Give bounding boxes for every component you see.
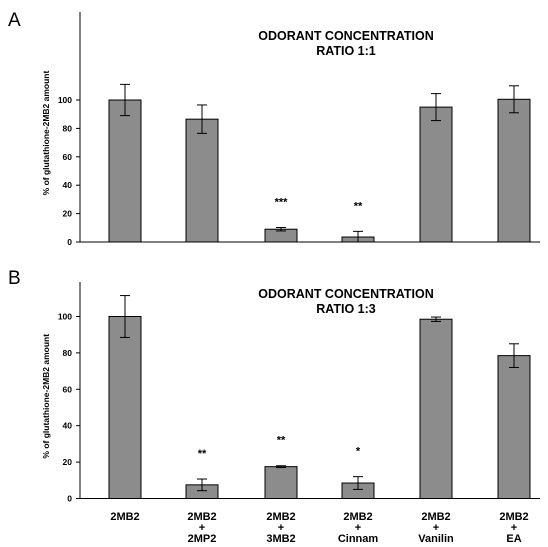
bar-a-1 [108, 99, 142, 243]
y-axis-label-b: % of glutathione-2MB2 amount [41, 334, 51, 459]
bar-b-6 [497, 355, 531, 499]
y-tick-label-a-100: 100 [58, 95, 72, 105]
x-category-label-line: + [278, 522, 284, 534]
y-tick-label-a-80: 80 [63, 123, 73, 133]
chart-title-line-2-b: RATIO 1:3 [316, 302, 376, 316]
bar-b-3 [264, 466, 298, 499]
x-category-label-line: 2MB2 [110, 511, 139, 523]
x-category-label-line: Cinnam [338, 533, 379, 545]
significance-label-b-2: ** [198, 448, 207, 460]
x-category-label-line: + [355, 522, 361, 534]
x-category-label-line: 2MB2 [187, 511, 216, 523]
error-bar-a-3 [276, 227, 286, 232]
x-category-label-2: 2MB2 +2MP2 [187, 511, 216, 545]
y-tick-label-b-0: 0 [67, 494, 72, 504]
x-category-label-line: + [511, 522, 517, 534]
y-tick-label-a-60: 60 [63, 152, 73, 162]
panel-letter-b: B [8, 268, 21, 289]
chart-title-line-1-b: ODORANT CONCENTRATION [258, 287, 433, 301]
significance-label-a-3: *** [275, 197, 289, 209]
error-bar-a-6 [509, 85, 519, 114]
x-category-label-line: 2MP2 [188, 533, 217, 545]
x-category-label-line: 2MB2 [266, 511, 295, 523]
bar-a-6 [497, 98, 531, 243]
error-bar-a-5 [431, 93, 441, 122]
y-tick-label-b-20: 20 [63, 457, 73, 467]
x-category-label-5: 2MB2 + Vanilin [418, 511, 454, 545]
error-bar-b-5 [431, 316, 441, 322]
x-category-label-line: 2MB2 [421, 511, 450, 523]
y-tick-label-a-40: 40 [63, 180, 73, 190]
error-bar-a-2 [197, 104, 207, 134]
panel-letter-a: A [8, 10, 21, 31]
x-category-label-line: Vanilin [418, 533, 454, 545]
bar-a-2 [185, 118, 219, 243]
error-bar-b-3 [276, 465, 286, 469]
x-category-label-line: + [199, 522, 205, 534]
significance-label-b-3: ** [277, 435, 286, 447]
y-tick-label-b-80: 80 [63, 348, 73, 358]
x-category-label-line: 3MB2 [266, 533, 295, 545]
chart-title-line-2-a: RATIO 1:1 [316, 44, 376, 58]
error-bar-b-6 [509, 343, 519, 368]
bar-b-5 [419, 318, 453, 500]
x-category-label-line: 2MB2 [499, 511, 528, 523]
significance-label-a-4: ** [354, 200, 363, 212]
y-tick-label-b-60: 60 [63, 384, 73, 394]
x-category-label-6: 2MB2 + EA [499, 511, 528, 545]
x-category-label-line: + [433, 522, 439, 534]
error-bar-a-4 [353, 230, 363, 243]
x-category-label-line: EA [506, 533, 521, 545]
error-bar-b-2 [197, 478, 207, 492]
y-tick-label-a-0: 0 [67, 237, 72, 247]
y-tick-label-b-40: 40 [63, 421, 73, 431]
x-category-label-1: 2MB2 [110, 511, 139, 523]
chart-title-line-1-a: ODORANT CONCENTRATION [258, 29, 433, 43]
error-bar-a-1 [120, 83, 130, 117]
x-category-label-line: 2MB2 [343, 511, 372, 523]
bar-b-1 [108, 316, 142, 499]
error-bar-b-1 [120, 295, 130, 338]
x-category-label-3: 2MB2 +3MB2 [266, 511, 295, 545]
x-category-label-4: 2MB2 + Cinnam [338, 511, 379, 545]
error-bar-b-4 [353, 476, 363, 490]
y-tick-label-b-100: 100 [58, 312, 72, 322]
bar-a-5 [419, 106, 453, 243]
y-axis-label-a: % of glutathione-2MB2 amount [41, 71, 51, 196]
significance-label-b-4: * [356, 446, 361, 458]
y-tick-label-a-20: 20 [63, 209, 73, 219]
